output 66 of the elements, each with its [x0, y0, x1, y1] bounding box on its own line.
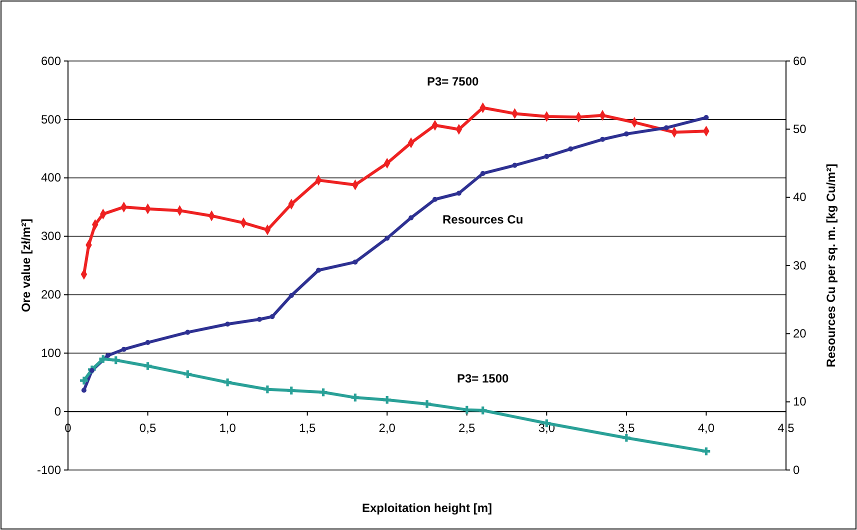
y2-tick-label: 10 — [793, 394, 807, 409]
y-tick-label: 400 — [40, 170, 62, 185]
x-tick-label: 2,0 — [378, 420, 396, 435]
y-tick-label: 300 — [40, 229, 62, 244]
series-label: Resources Cu — [442, 212, 524, 226]
y-axis-title: Ore value [zł/m²] — [19, 218, 33, 312]
point — [105, 352, 110, 358]
point — [144, 362, 152, 370]
y2-tick-label: 30 — [793, 258, 807, 272]
point — [225, 322, 230, 327]
x-tick-label: 1,5 — [298, 420, 316, 435]
x-tick-label: 0,5 — [139, 420, 156, 435]
point — [383, 396, 392, 404]
y-tick-label: 0 — [54, 404, 62, 418]
y-tick-label: 500 — [40, 112, 62, 126]
y-tick-label: 100 — [40, 346, 62, 360]
point — [664, 125, 669, 130]
point — [288, 292, 294, 298]
point — [624, 131, 629, 136]
point — [99, 355, 108, 363]
point — [480, 170, 486, 176]
y2-tick-label: 20 — [793, 326, 807, 341]
point — [121, 346, 126, 352]
point — [287, 386, 296, 394]
x-tick-label: 2,5 — [458, 420, 476, 435]
y2-axis-title: Resources Cu per sq. m. [kg Cu/m²] — [824, 164, 838, 368]
point — [622, 434, 630, 442]
point — [224, 378, 232, 386]
point — [80, 376, 88, 385]
point — [512, 162, 518, 168]
point — [81, 388, 86, 393]
point — [423, 400, 431, 408]
point — [185, 330, 190, 335]
point — [702, 447, 710, 456]
point — [112, 356, 120, 364]
point — [316, 268, 322, 273]
point — [256, 316, 262, 322]
y2-tick-label: 50 — [793, 122, 807, 136]
point — [544, 154, 550, 159]
point — [408, 215, 414, 220]
x-tick-label: 4,0 — [698, 420, 715, 435]
x-tick-label: 1,0 — [219, 420, 236, 435]
y-tick-label: -100 — [36, 462, 62, 477]
y2-tick-label: 0 — [793, 462, 800, 477]
point — [184, 370, 192, 378]
point — [264, 385, 272, 394]
point — [478, 406, 487, 414]
series-label: P3= 7500 — [426, 74, 480, 89]
x-axis-title: Exploitation height [m] — [362, 501, 492, 515]
point — [568, 146, 574, 152]
series-label: P3= 1500 — [456, 371, 510, 386]
y2-tick-label: 60 — [793, 54, 807, 68]
point — [145, 340, 150, 346]
point — [351, 394, 360, 402]
point — [352, 260, 358, 265]
point — [270, 314, 275, 320]
y-tick-label: 600 — [40, 54, 62, 68]
point — [384, 236, 390, 241]
point — [704, 115, 709, 120]
y2-tick-label: 40 — [793, 190, 807, 204]
point — [432, 196, 438, 202]
x-tick-label: 3,5 — [618, 420, 636, 435]
point — [600, 136, 606, 142]
point — [456, 190, 462, 196]
y-tick-label: 200 — [40, 288, 62, 302]
point — [319, 388, 328, 396]
